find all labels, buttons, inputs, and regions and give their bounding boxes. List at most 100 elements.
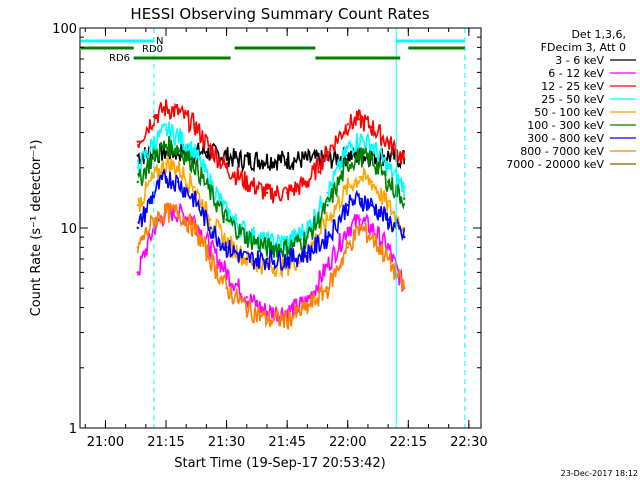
data-point bbox=[136, 271, 139, 274]
data-point bbox=[403, 185, 406, 189]
series-line bbox=[136, 202, 406, 330]
data-point bbox=[326, 287, 329, 290]
data-point bbox=[205, 150, 208, 154]
data-point bbox=[346, 147, 349, 150]
data-point bbox=[152, 140, 156, 143]
data-point bbox=[152, 115, 156, 118]
legend-entry-label: 3 - 6 keV bbox=[555, 54, 604, 67]
data-point bbox=[370, 235, 374, 239]
data-point bbox=[237, 158, 240, 161]
legend-entry-label: 100 - 300 keV bbox=[527, 119, 604, 132]
data-point bbox=[346, 123, 349, 126]
legend-entry-label: 25 - 50 keV bbox=[541, 93, 604, 106]
data-point bbox=[245, 180, 248, 184]
data-point bbox=[306, 306, 309, 309]
data-point bbox=[326, 235, 329, 239]
data-point bbox=[370, 204, 374, 207]
data-point bbox=[225, 246, 228, 249]
data-point bbox=[386, 246, 390, 249]
data-point bbox=[346, 162, 349, 165]
legend-entry-label: 800 - 7000 keV bbox=[520, 145, 604, 158]
data-point bbox=[386, 166, 390, 169]
series-25-50-kev bbox=[136, 121, 406, 253]
data-point bbox=[285, 317, 289, 321]
legend-entry-label: 6 - 12 keV bbox=[548, 67, 604, 80]
legend-header: FDecim 3, Att 0 bbox=[541, 41, 626, 54]
data-point bbox=[193, 150, 196, 154]
data-point bbox=[164, 175, 168, 179]
data-point bbox=[358, 137, 362, 140]
data-point bbox=[225, 154, 228, 157]
legend-entry-label: 12 - 25 keV bbox=[541, 80, 604, 93]
data-point bbox=[403, 287, 406, 290]
data-point bbox=[265, 257, 269, 261]
data-point bbox=[209, 180, 212, 184]
data-point bbox=[164, 128, 168, 131]
data-point bbox=[225, 271, 228, 274]
axes: 1 10 100 21:00 21:15 21:30 21:45 22:00 22:15 22:3… bbox=[52, 22, 487, 450]
data-point bbox=[193, 226, 196, 230]
data-point bbox=[358, 197, 362, 200]
series-12-25-kev bbox=[136, 99, 406, 204]
data-point bbox=[306, 235, 309, 239]
data-point bbox=[209, 246, 212, 249]
data-point bbox=[370, 226, 374, 230]
data-point bbox=[265, 246, 269, 249]
data-point bbox=[306, 158, 309, 161]
data-point bbox=[176, 180, 180, 184]
data-point bbox=[136, 204, 139, 207]
data-point bbox=[265, 310, 269, 314]
data-point bbox=[285, 246, 289, 249]
x-tick-label: 21:45 bbox=[268, 435, 305, 450]
data-point bbox=[176, 147, 180, 150]
data-point bbox=[386, 257, 390, 261]
data-point bbox=[176, 134, 180, 137]
data-point bbox=[176, 166, 180, 169]
data-point bbox=[193, 185, 196, 189]
y-tick-label: 100 bbox=[52, 22, 77, 37]
data-point bbox=[209, 191, 212, 194]
data-point bbox=[370, 143, 374, 147]
series-line bbox=[136, 99, 406, 204]
data-point bbox=[193, 123, 196, 126]
data-point bbox=[306, 226, 309, 230]
x-tick-label: 21:15 bbox=[147, 435, 184, 450]
data-point bbox=[358, 226, 362, 230]
data-point bbox=[370, 180, 374, 184]
data-point bbox=[403, 158, 406, 161]
data-point bbox=[326, 264, 329, 267]
data-point bbox=[245, 235, 248, 239]
data-point bbox=[209, 218, 212, 221]
series-100-300-kev bbox=[136, 136, 406, 258]
data-point bbox=[136, 166, 139, 169]
y-axis-label: Count Rate (s⁻¹ detector⁻¹) bbox=[29, 140, 44, 317]
data-point bbox=[136, 154, 139, 157]
data-point bbox=[209, 147, 212, 150]
data-point bbox=[386, 204, 390, 207]
data-point bbox=[265, 191, 269, 194]
data-point bbox=[136, 180, 139, 184]
data-point bbox=[265, 317, 269, 321]
data-point bbox=[245, 296, 248, 299]
data-point bbox=[265, 158, 269, 161]
data-point bbox=[136, 226, 139, 230]
data-point bbox=[326, 204, 329, 207]
data-point bbox=[346, 154, 349, 157]
y-tick-label: 10 bbox=[60, 222, 77, 237]
flag-label-n: N bbox=[156, 36, 163, 47]
data-point bbox=[164, 106, 168, 109]
data-point bbox=[370, 125, 374, 129]
data-point bbox=[209, 257, 212, 261]
data-point bbox=[370, 158, 374, 161]
series-line bbox=[137, 156, 406, 279]
data-point bbox=[164, 162, 168, 165]
data-point bbox=[346, 246, 349, 249]
data-point bbox=[193, 197, 196, 200]
data-point bbox=[306, 180, 309, 184]
legend-header: Det 1,3,6, bbox=[571, 28, 626, 41]
data-point bbox=[403, 197, 406, 200]
data-point bbox=[225, 218, 228, 221]
data-point bbox=[403, 235, 406, 239]
